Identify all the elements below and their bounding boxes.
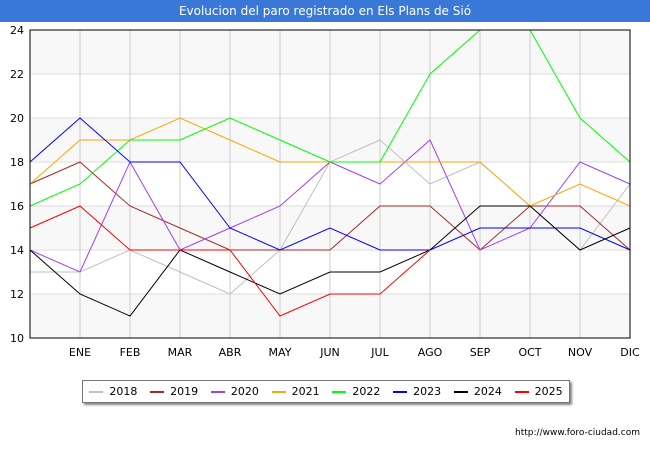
chart-title: Evolucion del paro registrado en Els Pla… — [0, 0, 650, 22]
y-tick-label: 24 — [10, 24, 24, 37]
x-tick-label: ABR — [219, 346, 242, 359]
series-line-2025 — [29, 205, 431, 317]
x-tick-label: NOV — [568, 346, 593, 359]
y-tick-label: 16 — [10, 200, 24, 213]
legend-swatch — [453, 390, 468, 393]
legend-label: 2025 — [534, 385, 563, 398]
legend-item: 2022 — [332, 385, 380, 398]
legend-swatch — [332, 390, 347, 393]
x-tick-label: SEP — [470, 346, 491, 359]
legend-label: 2023 — [413, 385, 442, 398]
x-tick-label: JUN — [319, 346, 340, 359]
legend-swatch — [210, 390, 225, 393]
legend-label: 2022 — [352, 385, 381, 398]
legend-item: 2021 — [271, 385, 320, 398]
legend-item: 2019 — [150, 385, 198, 398]
series-line-2024 — [29, 205, 631, 317]
legend-swatch — [271, 390, 286, 393]
legend-label: 2021 — [291, 385, 320, 398]
legend-item: 2024 — [453, 385, 502, 398]
x-tick-label: MAY — [269, 346, 292, 359]
legend-label: 2018 — [109, 385, 138, 398]
y-tick-label: 10 — [10, 332, 24, 345]
y-tick-label: 18 — [10, 156, 24, 169]
legend-label: 2020 — [230, 385, 259, 398]
legend-label: 2024 — [473, 385, 502, 398]
x-tick-label: DIC — [620, 346, 640, 359]
legend: 2018 2019 2020 2021 2022 2023 2024 2025 — [82, 380, 570, 403]
x-tick-label: MAR — [168, 346, 193, 359]
x-tick-label: ENE — [69, 346, 91, 359]
y-tick-label: 12 — [10, 288, 24, 301]
legend-label: 2019 — [170, 385, 199, 398]
x-tick-label: JUL — [370, 346, 389, 359]
series-line-2023 — [29, 117, 631, 251]
plot-border — [29, 29, 631, 339]
legend-item: 2023 — [393, 385, 441, 398]
legend-swatch — [150, 390, 165, 393]
y-tick-label: 20 — [10, 112, 24, 125]
legend-swatch — [514, 390, 529, 393]
line-chart: 10 12 14 16 18 20 22 24 ENE FEB MAR ABR MAY JUN JUL AGO… — [10, 24, 640, 359]
x-tick-label: AGO — [418, 346, 443, 359]
x-tick-label: FEB — [120, 346, 141, 359]
legend-item: 2020 — [210, 385, 259, 398]
legend-swatch — [89, 390, 104, 393]
x-tick-label: OCT — [518, 346, 541, 359]
legend-item: 2018 — [89, 385, 137, 398]
y-tick-label: 22 — [10, 68, 24, 81]
y-tick-label: 14 — [10, 244, 24, 257]
footer-url[interactable]: http://www.foro-ciudad.com — [515, 428, 640, 438]
legend-item: 2025 — [514, 385, 563, 398]
legend-swatch — [393, 390, 408, 393]
